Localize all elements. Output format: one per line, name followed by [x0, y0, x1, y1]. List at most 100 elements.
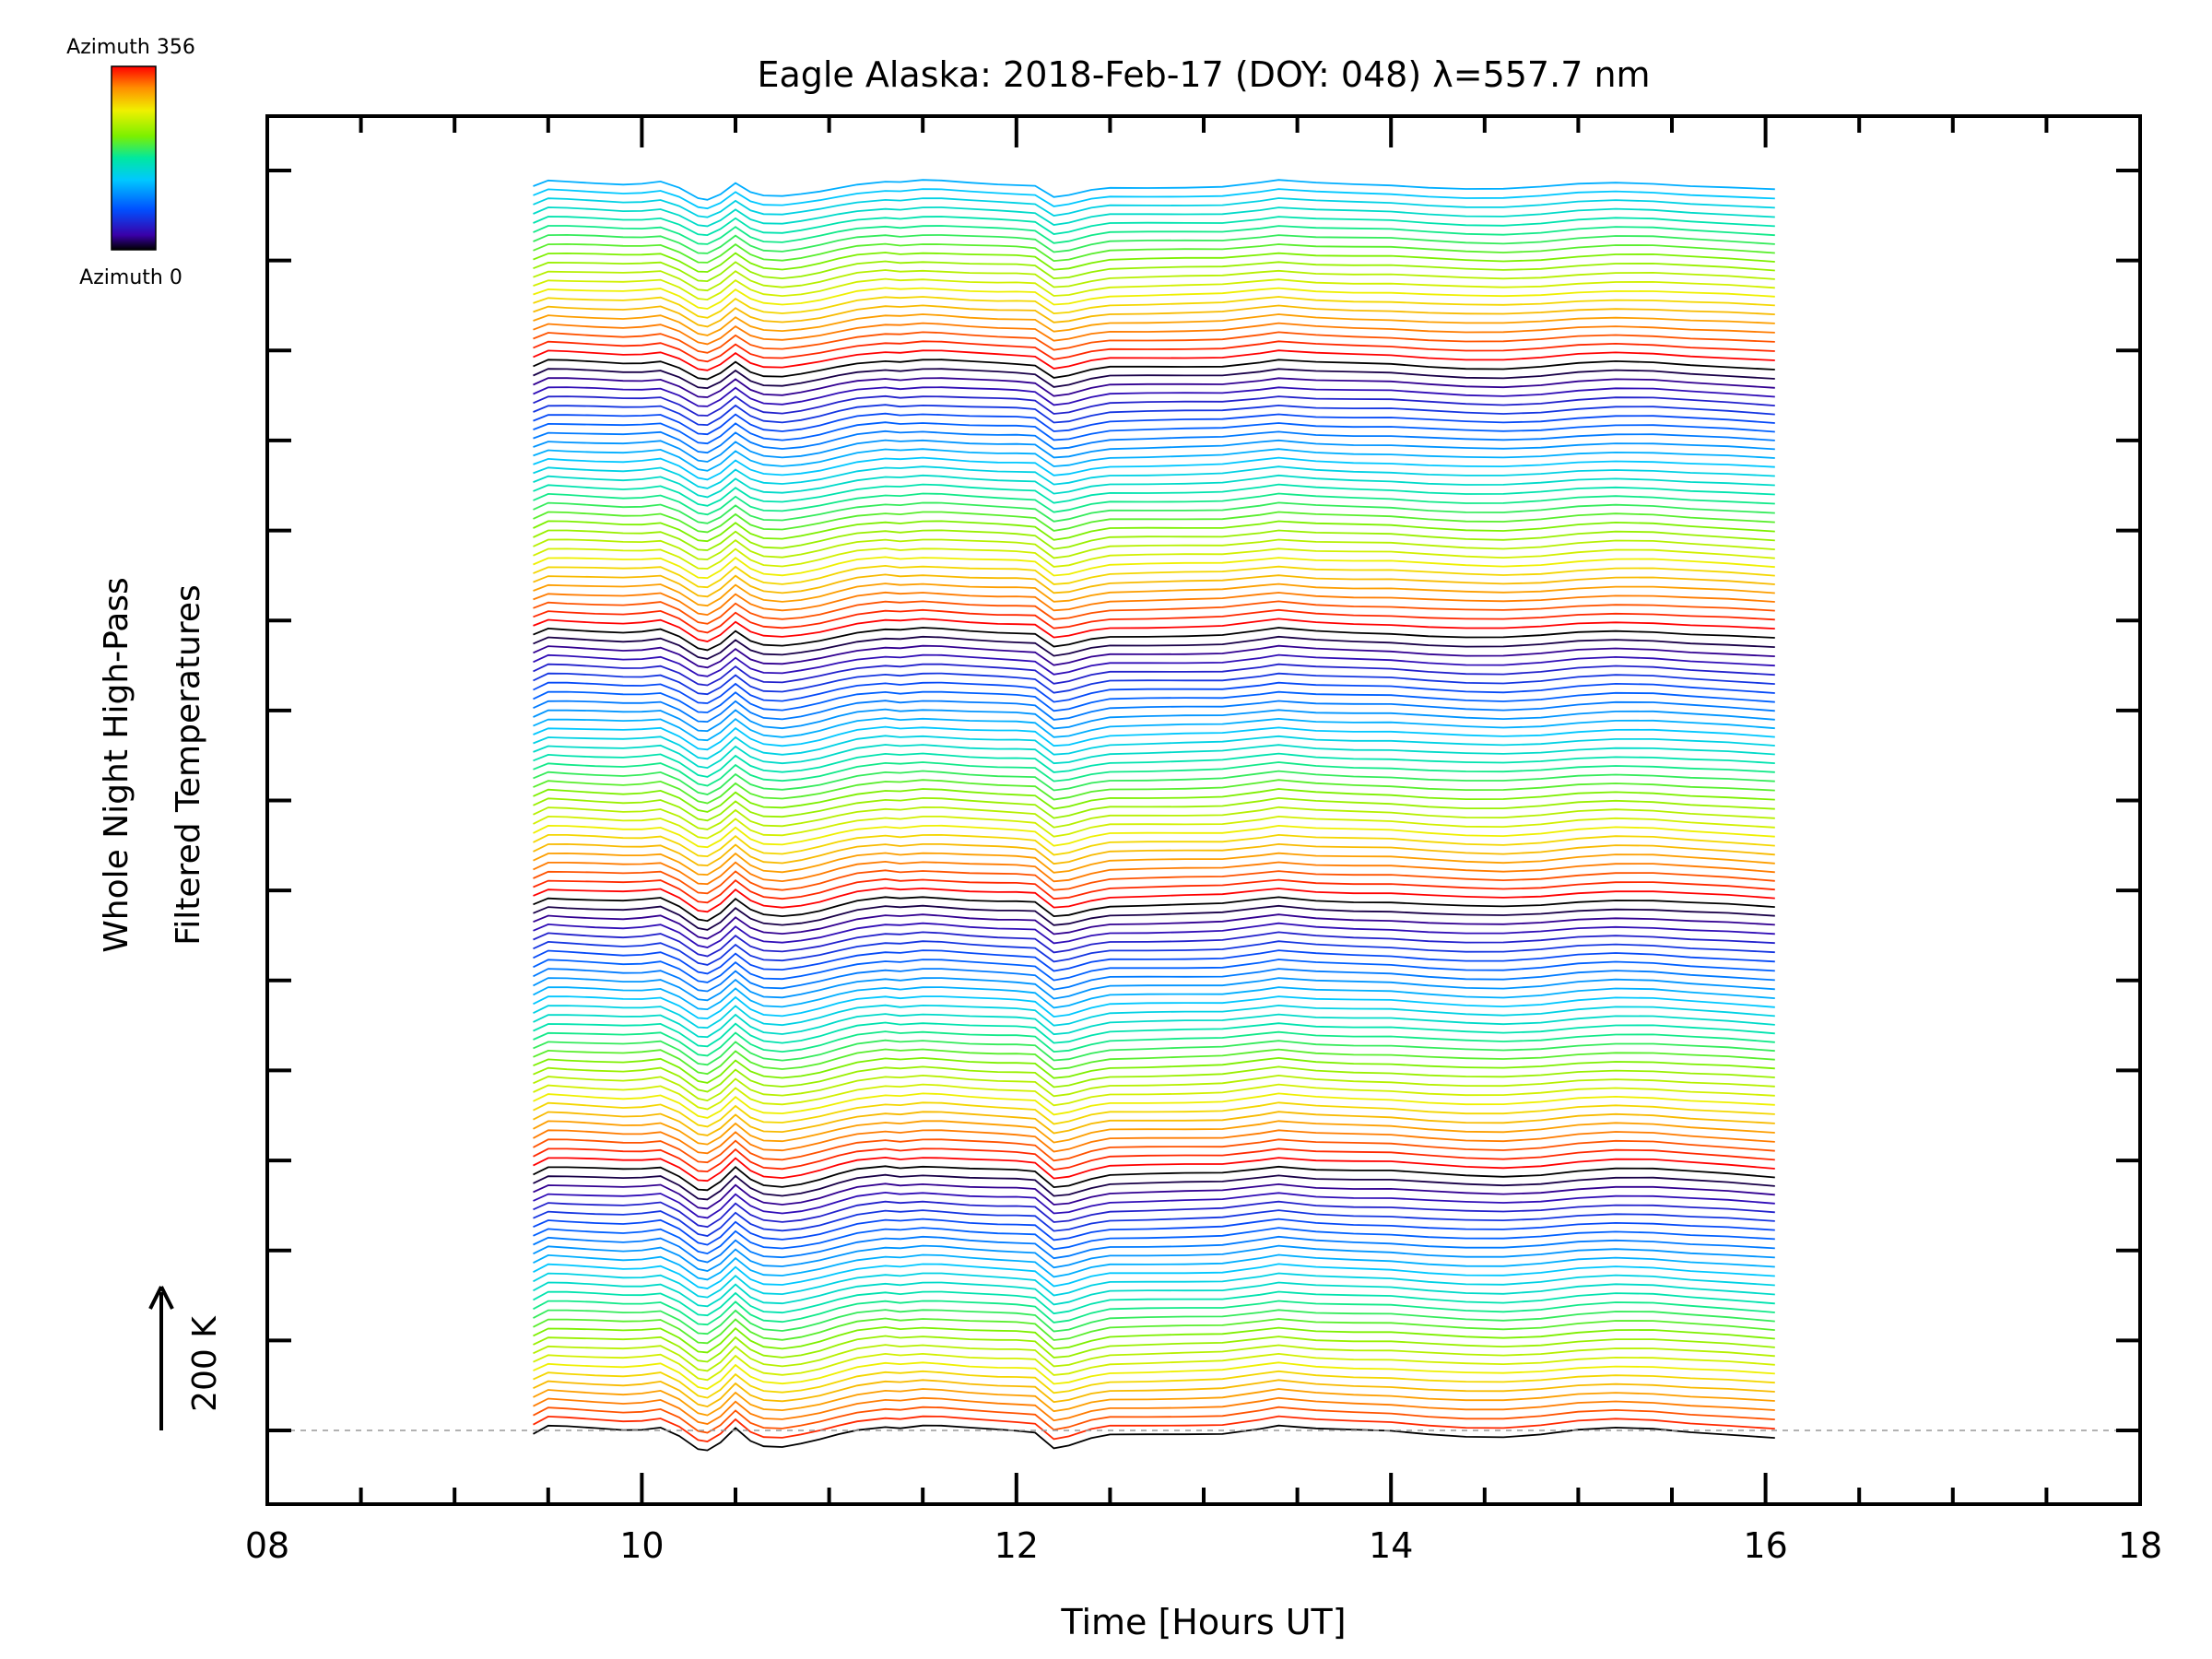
azimuth-trace	[533, 887, 1775, 913]
azimuth-trace	[533, 1317, 1775, 1345]
azimuth-trace	[533, 573, 1775, 598]
azimuth-trace	[533, 852, 1775, 877]
azimuth-trace	[533, 1021, 1775, 1048]
azimuth-trace	[533, 1065, 1775, 1093]
azimuth-trace	[533, 520, 1775, 543]
azimuth-trace	[533, 842, 1775, 867]
azimuth-trace	[533, 386, 1775, 407]
azimuth-trace	[533, 1101, 1775, 1128]
azimuth-trace	[533, 1048, 1775, 1076]
azimuth-trace	[533, 340, 1775, 363]
azimuth-trace	[533, 412, 1775, 436]
azimuth-trace	[533, 1300, 1775, 1326]
azimuth-trace	[533, 1156, 1775, 1182]
azimuth-trace	[533, 269, 1775, 292]
azimuth-trace	[533, 896, 1775, 923]
x-tick-label: 18	[2118, 1525, 2162, 1566]
azimuth-trace	[533, 725, 1775, 751]
x-tick-label: 08	[245, 1525, 289, 1566]
colorbar-top-label: Azimuth 356	[66, 36, 195, 59]
azimuth-trace	[533, 1173, 1775, 1201]
azimuth-trace	[533, 439, 1775, 463]
azimuth-trace	[533, 1415, 1775, 1442]
azimuth-trace	[533, 1120, 1775, 1146]
azimuth-trace	[533, 1361, 1775, 1390]
azimuth-trace	[533, 511, 1775, 534]
azimuth-trace	[533, 735, 1775, 760]
azimuth-trace	[533, 313, 1775, 336]
azimuth-trace	[533, 556, 1775, 580]
azimuth-trace	[533, 377, 1775, 398]
azimuth-trace	[533, 564, 1775, 589]
azimuth-trace	[533, 287, 1775, 310]
azimuth-trace	[533, 252, 1775, 273]
azimuth-trace	[533, 618, 1775, 642]
y-axis-label: Whole Night High-Pass Filtered Temperatu…	[98, 577, 207, 953]
colorbar: Azimuth 356 Azimuth 0	[66, 36, 195, 289]
x-tick-label: 14	[1369, 1525, 1413, 1566]
azimuth-trace	[533, 1074, 1775, 1102]
azimuth-trace	[533, 869, 1775, 895]
azimuth-trace	[533, 260, 1775, 283]
azimuth-trace	[533, 860, 1775, 886]
y-axis-label-line1: Whole Night High-Pass	[98, 577, 135, 953]
azimuth-trace	[533, 1083, 1775, 1111]
azimuth-trace	[533, 986, 1775, 1011]
azimuth-trace	[533, 717, 1775, 742]
azimuth-trace	[533, 1200, 1775, 1229]
azimuth-trace	[533, 744, 1775, 770]
azimuth-trace	[533, 368, 1775, 390]
azimuth-trace	[533, 1335, 1775, 1363]
azimuth-trace	[533, 1056, 1775, 1084]
azimuth-trace	[533, 1092, 1775, 1119]
scale-indicator: 200 K	[148, 1286, 224, 1430]
azimuth-trace	[533, 404, 1775, 427]
azimuth-trace	[533, 1129, 1775, 1155]
azimuth-trace	[533, 1182, 1775, 1210]
azimuth-trace	[533, 591, 1775, 617]
y-axis-label-line2: Filtered Temperatures	[170, 584, 207, 946]
azimuth-trace	[533, 233, 1775, 254]
azimuth-trace	[533, 465, 1775, 489]
azimuth-trace	[533, 770, 1775, 795]
azimuth-trace	[533, 359, 1775, 381]
azimuth-trace	[533, 977, 1775, 1002]
azimuth-trace	[533, 1396, 1775, 1425]
azimuth-trace	[533, 877, 1775, 904]
azimuth-trace	[533, 1218, 1775, 1246]
azimuth-trace	[533, 529, 1775, 551]
azimuth-trace	[533, 216, 1775, 237]
azimuth-trace	[533, 225, 1775, 245]
azimuth-trace	[533, 582, 1775, 607]
azimuth-trace	[533, 429, 1775, 454]
azimuth-trace	[533, 501, 1775, 524]
colorbar-bottom-label: Azimuth 0	[79, 266, 182, 289]
azimuth-trace	[533, 608, 1775, 634]
azimuth-trace	[533, 474, 1775, 499]
azimuth-trace	[533, 644, 1775, 669]
azimuth-trace	[533, 1227, 1775, 1255]
azimuth-trace	[533, 806, 1775, 830]
azimuth-trace	[533, 922, 1775, 948]
azimuth-trace	[533, 1272, 1775, 1299]
azimuth-trace	[533, 1004, 1775, 1030]
azimuth-trace	[533, 949, 1775, 975]
azimuth-trace	[533, 1235, 1775, 1264]
azimuth-trace	[533, 1138, 1775, 1164]
azimuth-trace	[533, 627, 1775, 652]
azimuth-trace	[533, 663, 1775, 687]
azimuth-trace	[533, 1281, 1775, 1308]
azimuth-trace	[533, 538, 1775, 560]
azimuth-trace	[533, 206, 1775, 228]
azimuth-trace	[533, 653, 1775, 677]
x-tick-label: 12	[994, 1525, 1039, 1566]
scale-arrow-head	[148, 1286, 174, 1310]
azimuth-trace	[533, 690, 1775, 713]
azimuth-trace	[533, 959, 1775, 983]
azimuth-trace	[533, 931, 1775, 958]
azimuth-trace	[533, 681, 1775, 704]
azimuth-trace	[533, 1165, 1775, 1192]
scale-label: 200 K	[186, 1315, 224, 1412]
azimuth-trace	[533, 1344, 1775, 1372]
